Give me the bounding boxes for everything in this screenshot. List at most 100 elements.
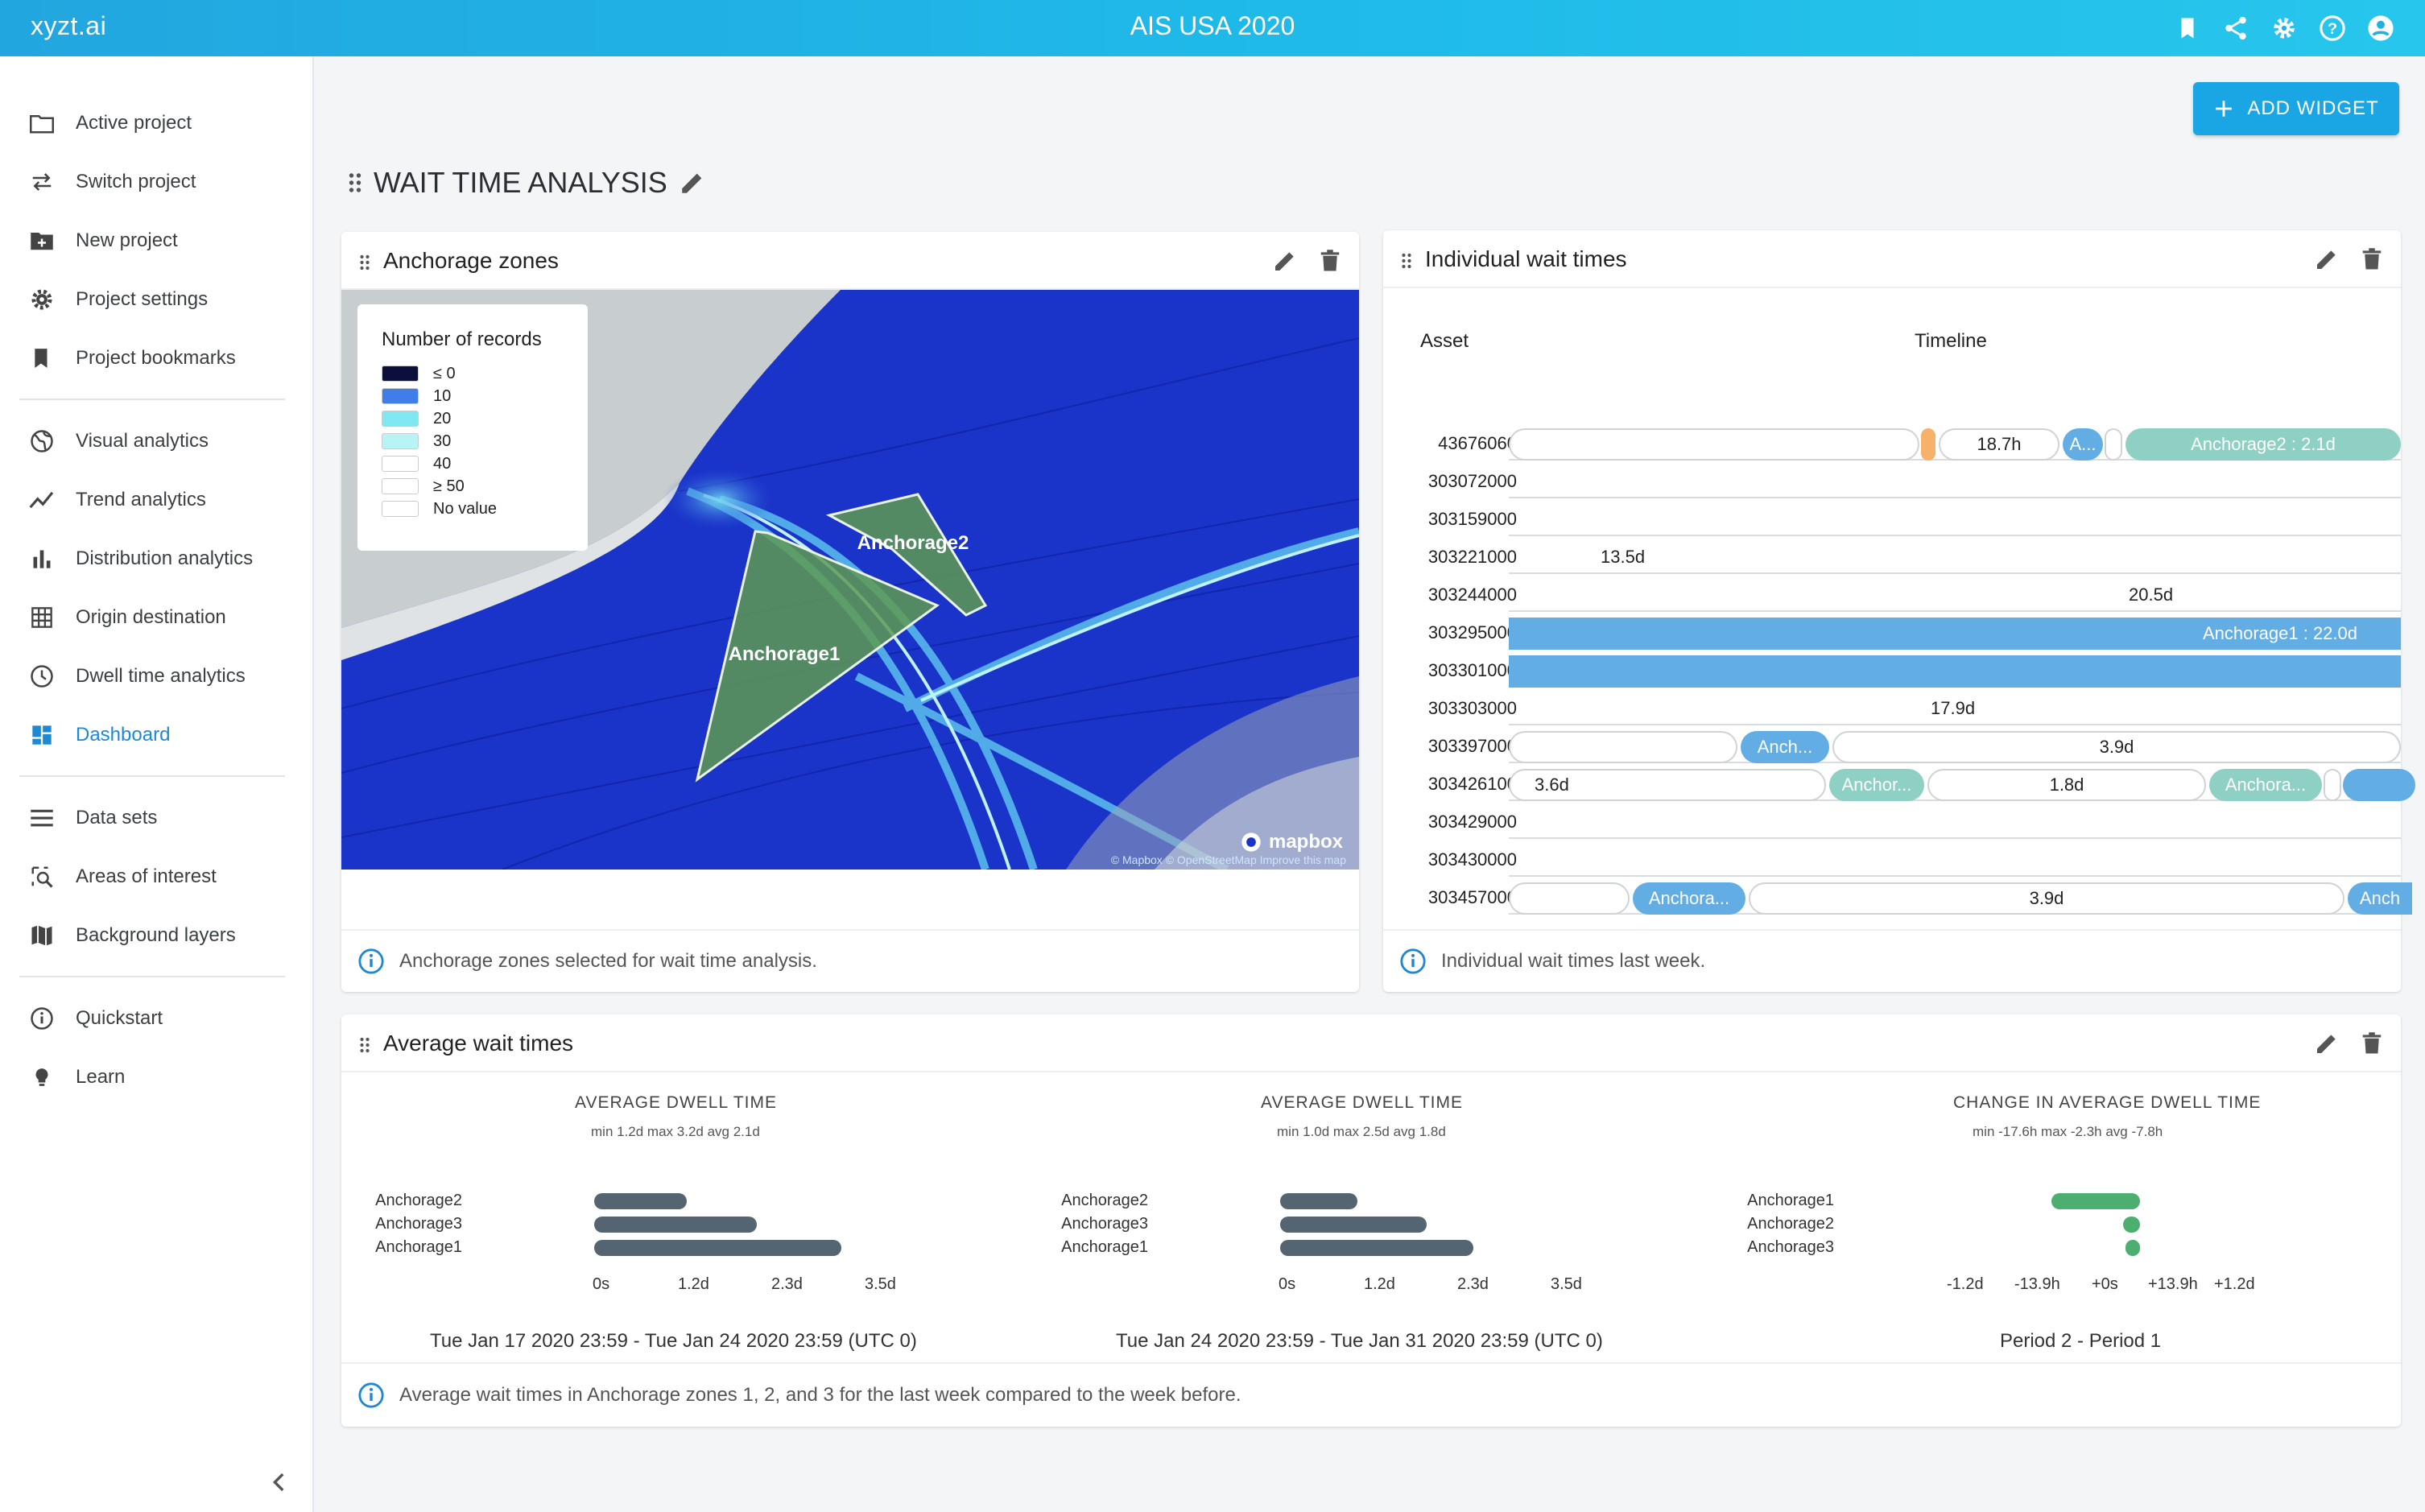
wait-segment-label[interactable]: 20.5d (2129, 585, 2174, 605)
wait-segment[interactable]: 3.9d (1749, 882, 2344, 915)
sidebar-item-quickstart[interactable]: Quickstart (19, 989, 293, 1047)
table-row[interactable]: 303426100 3.6d Anchor... 1.8d Anchora... (1383, 766, 2415, 804)
sidebar-item-visual-analytics[interactable]: Visual analytics (19, 411, 293, 470)
sidebar-item-background-layers[interactable]: Background layers (19, 906, 293, 965)
section-header: WAIT TIME ANALYSIS (348, 166, 706, 200)
trash-icon[interactable] (1316, 246, 1345, 275)
wait-segment[interactable]: Anch... (1741, 731, 1829, 763)
table-row[interactable]: 303295000 Anchorage1 : 22.0d (1383, 614, 2401, 652)
edit-pencil-icon[interactable] (2312, 1029, 2341, 1058)
card-footer: Anchorage zones selected for wait time a… (341, 929, 1359, 992)
wait-segment[interactable]: 3.9d (1832, 731, 2401, 763)
chart-bar[interactable] (594, 1193, 687, 1209)
map-view[interactable]: Anchorage1 Anchorage2 Number of records … (341, 290, 1359, 870)
wait-segment[interactable]: 18.7h (1939, 428, 2059, 461)
drag-handle-icon[interactable] (359, 253, 370, 272)
table-row[interactable]: 303244000 20.5d (1383, 576, 2401, 614)
sidebar-item-label: Distribution analytics (76, 547, 254, 569)
table-row[interactable]: 303301000 (1383, 652, 2401, 690)
sidebar-item-active-project[interactable]: Active project (19, 93, 293, 152)
wait-segment[interactable]: Anch (2348, 882, 2412, 915)
anchorage1-zone[interactable] (695, 530, 940, 783)
gear-icon[interactable] (2267, 11, 2301, 45)
edit-pencil-icon[interactable] (1270, 246, 1299, 275)
wait-segment[interactable]: 1.8d (1927, 769, 2206, 801)
sidebar-item-dashboard[interactable]: Dashboard (19, 705, 293, 764)
anchorage2-zone[interactable] (825, 493, 988, 617)
add-widget-label: ADD WIDGET (2247, 97, 2379, 119)
collapse-sidebar-button[interactable] (266, 1469, 293, 1496)
wait-segment[interactable]: Anchora... (1633, 882, 1745, 915)
help-icon[interactable]: ? (2316, 11, 2349, 45)
change-bar[interactable] (2051, 1193, 2140, 1209)
chart-subtitle: min 1.0d max 2.5d avg 1.8d (1277, 1124, 1446, 1139)
map-attribution[interactable]: © Mapbox © OpenStreetMap Improve this ma… (1110, 853, 1346, 866)
sidebar-item-dwell-time-analytics[interactable]: Dwell time analytics (19, 647, 293, 705)
wait-segment-label[interactable]: 17.9d (1931, 698, 1976, 718)
sidebar-item-data-sets[interactable]: Data sets (19, 788, 293, 847)
wait-segment[interactable] (1509, 655, 2401, 688)
wait-segment[interactable]: 3.6d (1509, 769, 1826, 801)
table-row[interactable]: 303159000 (1383, 501, 2401, 539)
wait-segment[interactable]: A... (2063, 428, 2103, 461)
edit-pencil-icon[interactable] (2312, 245, 2341, 274)
table-row[interactable]: 43676060 18.7h A... Anchorage2 : 2.1d (1383, 425, 2401, 463)
wait-segment-label[interactable]: 13.5d (1601, 547, 1646, 567)
wait-segment[interactable] (1509, 882, 1630, 915)
chart-bar[interactable] (1280, 1217, 1427, 1233)
sidebar-item-switch-project[interactable]: Switch project (19, 152, 293, 211)
add-widget-button[interactable]: ADD WIDGET (2193, 82, 2399, 135)
bar-label: Anchorage1 (1061, 1238, 1148, 1256)
wait-segment[interactable] (1509, 731, 1737, 763)
table-row[interactable]: 303430000 (1383, 841, 2401, 879)
chart-bar[interactable] (594, 1240, 841, 1256)
wait-segment[interactable]: Anchorage1 : 22.0d (1509, 618, 2401, 650)
change-bar[interactable] (2123, 1217, 2140, 1233)
wait-segment[interactable] (1921, 428, 1935, 461)
sidebar-item-label: Trend analytics (76, 488, 206, 510)
wait-segment[interactable]: Anchor... (1829, 769, 1924, 801)
wait-segment[interactable] (2324, 769, 2341, 801)
drag-handle-icon[interactable] (1401, 251, 1412, 271)
sidebar-item-label: Areas of interest (76, 865, 217, 887)
wait-segment[interactable] (2105, 428, 2122, 461)
table-row[interactable]: 303429000 (1383, 804, 2401, 841)
sidebar-item-distribution-analytics[interactable]: Distribution analytics (19, 529, 293, 588)
chart-bar[interactable] (1280, 1193, 1357, 1209)
sidebar-item-learn[interactable]: Learn (19, 1047, 293, 1106)
map-icon (27, 921, 56, 950)
sidebar-item-origin-destination[interactable]: Origin destination (19, 588, 293, 647)
table-row[interactable]: 303221000 13.5d (1383, 539, 2401, 576)
edit-pencil-icon[interactable] (679, 169, 706, 196)
wait-segment[interactable] (2343, 769, 2415, 801)
chart-bar[interactable] (1280, 1240, 1473, 1256)
wait-segment[interactable]: Anchorage2 : 2.1d (2125, 428, 2401, 461)
drag-handle-icon[interactable] (359, 1035, 370, 1055)
sidebar-item-project-bookmarks[interactable]: Project bookmarks (19, 328, 293, 387)
account-icon[interactable] (2364, 11, 2398, 45)
map-canvas[interactable]: Anchorage1 Anchorage2 (341, 290, 1359, 870)
wait-segment[interactable]: Anchora... (2209, 769, 2322, 801)
bookmark-icon[interactable] (2171, 11, 2204, 45)
trash-icon[interactable] (2357, 1029, 2386, 1058)
sidebar-item-trend-analytics[interactable]: Trend analytics (19, 470, 293, 529)
axis-tick: 3.5d (865, 1275, 896, 1293)
share-icon[interactable] (2219, 11, 2253, 45)
table-row[interactable]: 303072000 (1383, 463, 2401, 501)
wait-segment[interactable] (1509, 428, 1919, 461)
table-row[interactable]: 303397000 Anch... 3.9d (1383, 728, 2401, 766)
sidebar-item-project-settings[interactable]: Project settings (19, 270, 293, 328)
chart-bar[interactable] (594, 1217, 757, 1233)
legend-swatch (382, 456, 419, 472)
change-bar[interactable] (2125, 1240, 2140, 1256)
table-row[interactable]: 303303000 17.9d (1383, 690, 2401, 728)
drag-handle-icon[interactable] (348, 171, 362, 194)
chart-subtitle: min -17.6h max -2.3h avg -7.8h (1973, 1124, 2163, 1139)
sidebar-item-areas-of-interest[interactable]: Areas of interest (19, 847, 293, 906)
mapbox-logo[interactable]: mapbox (1240, 831, 1343, 853)
brand-logo[interactable]: xyzt.ai (31, 11, 107, 40)
table-row[interactable]: 303457000 Anchora... 3.9d Anch (1383, 879, 2412, 917)
plus-icon (2216, 101, 2233, 117)
trash-icon[interactable] (2357, 245, 2386, 274)
sidebar-item-new-project[interactable]: New project (19, 211, 293, 270)
